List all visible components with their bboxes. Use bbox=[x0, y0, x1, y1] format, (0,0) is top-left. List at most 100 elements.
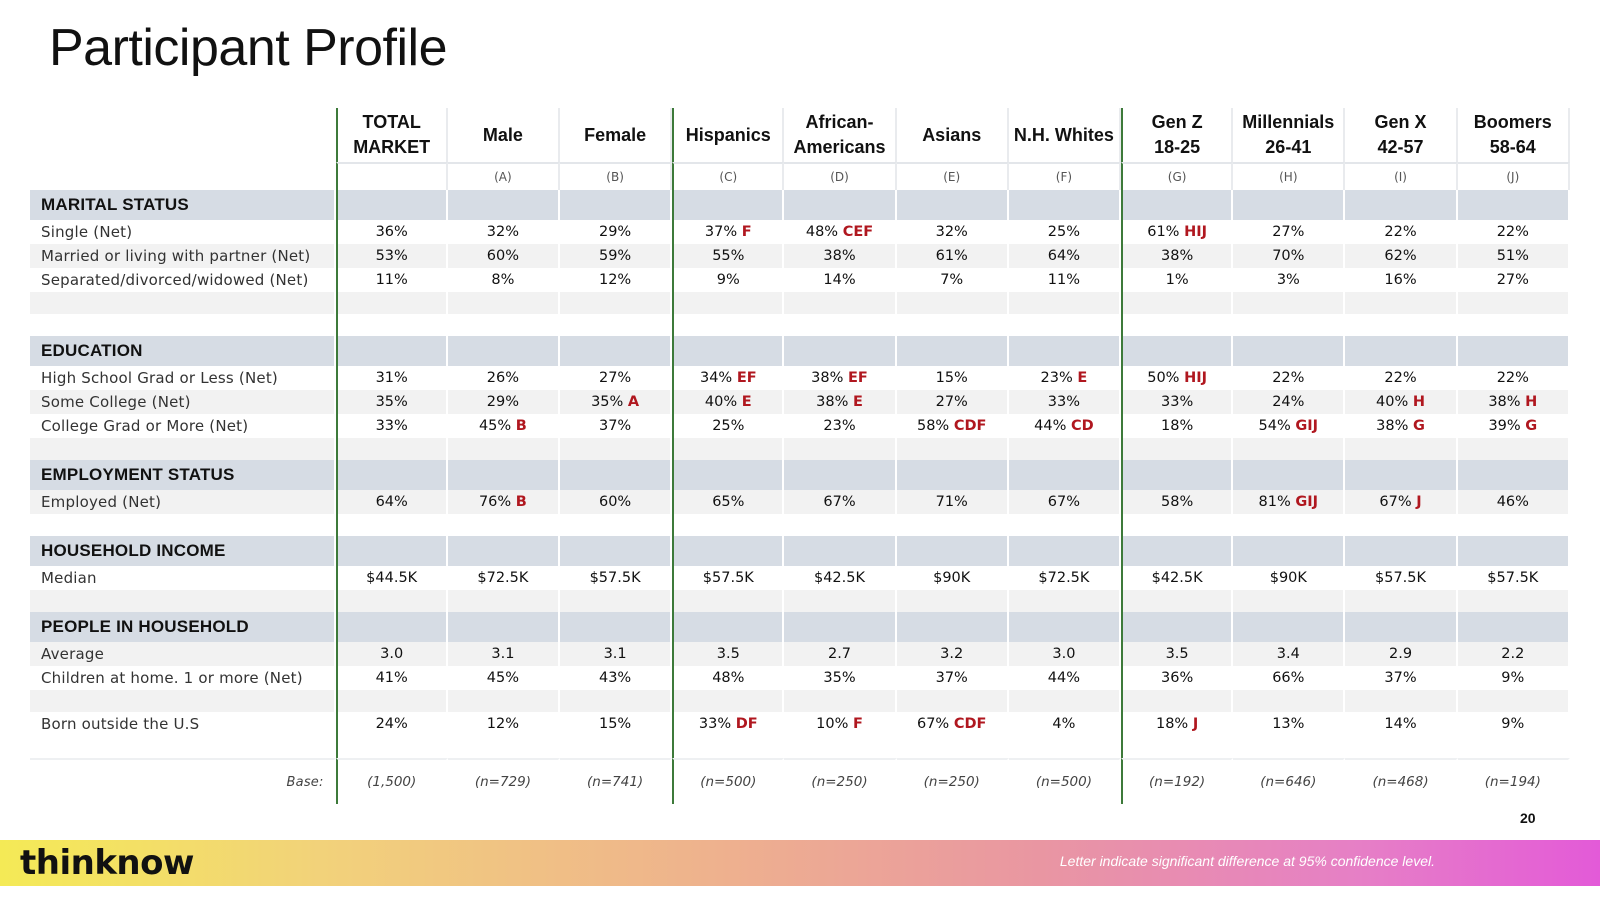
empty-cell bbox=[335, 736, 448, 758]
cell-value: 10% bbox=[816, 716, 849, 732]
empty-cell bbox=[1457, 590, 1570, 612]
table-cell: 16% bbox=[1345, 268, 1458, 292]
table-cell: 43% bbox=[560, 666, 673, 690]
table-cell: 11% bbox=[1008, 268, 1122, 292]
cell-value: $57.5K bbox=[589, 570, 641, 586]
empty-cell bbox=[447, 612, 560, 642]
cell-value: 38% bbox=[1161, 248, 1194, 264]
cell-value: 3.1 bbox=[603, 646, 627, 662]
table-cell: 14% bbox=[784, 268, 897, 292]
significance-note: Letter indicate significant difference a… bbox=[1059, 853, 1435, 869]
significance-letters: H bbox=[1412, 394, 1426, 410]
empty-cell bbox=[1233, 460, 1346, 490]
significance-letters: CDF bbox=[953, 716, 987, 732]
empty-cell bbox=[784, 460, 897, 490]
significance-letters: B bbox=[515, 418, 527, 434]
table-cell: 62% bbox=[1345, 244, 1458, 268]
table-cell: 23% bbox=[784, 414, 897, 438]
table-cell: $90K bbox=[1233, 566, 1346, 590]
table-cell: 4% bbox=[1008, 712, 1122, 736]
column-header: Millennials 26-41 bbox=[1233, 108, 1346, 162]
empty-cell bbox=[1008, 438, 1122, 460]
cell-value: 18% bbox=[1161, 418, 1194, 434]
cell-value: 24% bbox=[375, 716, 408, 732]
column-letter: (H) bbox=[1233, 162, 1346, 190]
cell-value: 62% bbox=[1384, 248, 1417, 264]
section-header-row: PEOPLE IN HOUSEHOLD bbox=[30, 612, 1570, 642]
empty-cell bbox=[1008, 514, 1122, 536]
cell-value: 48% bbox=[712, 670, 745, 686]
table-cell: 22% bbox=[1457, 366, 1570, 390]
empty-cell bbox=[784, 336, 897, 366]
spacer-row bbox=[30, 590, 1570, 612]
table-cell: 39% G bbox=[1457, 414, 1570, 438]
cell-value: 81% bbox=[1258, 494, 1291, 510]
empty-cell bbox=[1345, 292, 1458, 314]
empty-cell bbox=[784, 292, 897, 314]
empty-cell bbox=[896, 460, 1009, 490]
empty-cell bbox=[335, 190, 448, 220]
empty-cell bbox=[896, 590, 1009, 612]
table-cell: 46% bbox=[1457, 490, 1570, 514]
table-cell: 71% bbox=[896, 490, 1009, 514]
cell-value: 33% bbox=[698, 716, 732, 732]
row-label: Base: bbox=[30, 758, 336, 804]
header-blank bbox=[30, 108, 336, 162]
empty-cell bbox=[1233, 336, 1346, 366]
significance-letters: GIJ bbox=[1295, 418, 1319, 434]
significance-letters: CEF bbox=[842, 224, 874, 240]
cell-value: 2.2 bbox=[1501, 646, 1525, 662]
empty-cell bbox=[1121, 514, 1234, 536]
table-cell: 38% H bbox=[1457, 390, 1570, 414]
significance-letters: B bbox=[515, 494, 527, 510]
table-row: High School Grad or Less (Net) 31% 26% 27% 3… bbox=[30, 366, 1570, 390]
empty-cell bbox=[1233, 190, 1346, 220]
table-cell: 8% bbox=[447, 268, 560, 292]
empty-cell bbox=[672, 514, 785, 536]
row-label: Born outside the U.S bbox=[30, 712, 336, 736]
cell-value: $57.5K bbox=[1487, 570, 1539, 586]
table-cell: 67% CDF bbox=[896, 712, 1009, 736]
table-cell: 37% bbox=[896, 666, 1009, 690]
cell-value: 37% bbox=[1384, 670, 1417, 686]
table-row: Born outside the U.S 24% 12% 15% 33% DF 10% F… bbox=[30, 712, 1570, 736]
cell-value: 8% bbox=[491, 272, 515, 288]
table-cell: 18% bbox=[1121, 414, 1234, 438]
empty-cell bbox=[1008, 736, 1122, 758]
table-cell: 2.7 bbox=[784, 642, 897, 666]
cell-value: 44% bbox=[1034, 418, 1067, 434]
cell-value: 22% bbox=[1384, 370, 1417, 386]
profile-table-container: TOTAL MARKET Male Female Hispanics African- Am… bbox=[30, 108, 1570, 804]
cell-value: $42.5K bbox=[813, 570, 866, 586]
cell-value: $57.5K bbox=[1375, 570, 1427, 586]
cell-value: (n=500) bbox=[1035, 774, 1092, 790]
cell-value: 22% bbox=[1384, 224, 1417, 240]
table-cell: 35% A bbox=[560, 390, 673, 414]
table-cell: 9% bbox=[1457, 666, 1570, 690]
column-header: Boomers 58-64 bbox=[1458, 108, 1570, 162]
empty-cell bbox=[335, 336, 448, 366]
empty-cell bbox=[672, 590, 785, 612]
table-cell: 48% CEF bbox=[784, 220, 897, 244]
empty-cell bbox=[1121, 536, 1234, 566]
table-cell: 53% bbox=[335, 244, 448, 268]
cell-value: 27% bbox=[1272, 224, 1305, 240]
empty-cell bbox=[1121, 460, 1234, 490]
empty-cell bbox=[672, 736, 785, 758]
cell-value: 55% bbox=[712, 248, 745, 264]
empty-cell bbox=[1008, 314, 1122, 336]
table-cell: 33% DF bbox=[672, 712, 785, 736]
table-cell: 22% bbox=[1345, 220, 1458, 244]
empty-cell bbox=[896, 536, 1009, 566]
table-cell: 27% bbox=[1457, 268, 1570, 292]
table-cell: 34% EF bbox=[672, 366, 785, 390]
table-cell: (n=250) bbox=[896, 758, 1009, 804]
row-label: Some College (Net) bbox=[30, 390, 336, 414]
table-cell: 26% bbox=[447, 366, 560, 390]
cell-value: 3.0 bbox=[380, 646, 404, 662]
cell-value: 38% bbox=[1488, 394, 1521, 410]
significance-letters: E bbox=[741, 394, 752, 410]
empty-cell bbox=[672, 292, 785, 314]
table-row: Employed (Net) 64% 76% B 60% 65% 67% 71% 67% 58%… bbox=[30, 490, 1570, 514]
cell-value: $42.5K bbox=[1151, 570, 1203, 586]
